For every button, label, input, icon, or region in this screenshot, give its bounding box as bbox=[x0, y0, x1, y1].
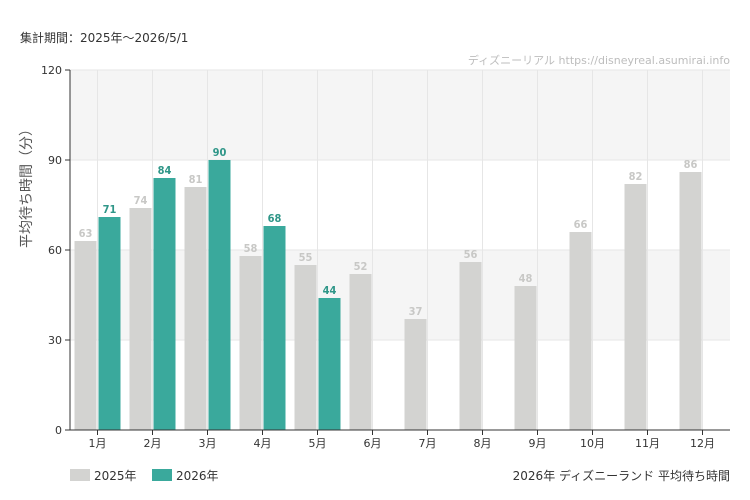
bar-2025年-11月 bbox=[624, 184, 647, 430]
x-tick-label: 6月 bbox=[364, 437, 382, 450]
data-label: 44 bbox=[323, 284, 337, 297]
bar-2026年-2月 bbox=[153, 178, 176, 430]
bar-2026年-4月 bbox=[263, 226, 286, 430]
bar-2025年-1月 bbox=[74, 241, 97, 430]
gridlines bbox=[70, 69, 730, 430]
bar-2025年-5月 bbox=[294, 265, 317, 430]
legend-label-2026: 2026年 bbox=[176, 469, 219, 483]
data-label: 84 bbox=[158, 164, 172, 177]
background-band bbox=[70, 70, 730, 160]
x-tick-label: 4月 bbox=[254, 437, 272, 450]
x-tick-label: 12月 bbox=[690, 437, 715, 450]
bar-2025年-8月 bbox=[459, 262, 482, 430]
x-tick-labels: 1月 2月 3月 4月 5月 6月 7月 8月 9月 10月 11月 12月 bbox=[89, 437, 716, 450]
bar-2026年-3月 bbox=[208, 160, 231, 430]
legend: 2025年 2026年 bbox=[70, 469, 219, 483]
data-label: 63 bbox=[79, 227, 93, 240]
data-label: 66 bbox=[574, 218, 588, 231]
x-tick-label: 3月 bbox=[199, 437, 217, 450]
y-tick-labels: 0 30 60 90 120 bbox=[41, 64, 62, 437]
bar-2025年-4月 bbox=[239, 256, 262, 430]
bar-2026年-1月 bbox=[98, 217, 121, 430]
data-label: 55 bbox=[299, 251, 313, 264]
y-tick-label: 0 bbox=[55, 424, 62, 437]
bar-2025年-12月 bbox=[679, 172, 702, 430]
data-labels: 63 74 81 58 55 52 37 56 48 66 82 86 71 84 90 68 44 bbox=[79, 146, 698, 318]
y-tick-label: 60 bbox=[48, 244, 62, 257]
axes bbox=[65, 69, 730, 435]
data-label: 71 bbox=[103, 203, 117, 216]
data-label: 68 bbox=[268, 212, 282, 225]
legend-swatch-2025 bbox=[70, 469, 90, 481]
data-label: 52 bbox=[354, 260, 368, 273]
data-label: 56 bbox=[464, 248, 478, 261]
bar-2025年-6月 bbox=[349, 274, 372, 430]
background-band bbox=[70, 250, 730, 340]
bar-2025年-7月 bbox=[404, 319, 427, 430]
bars bbox=[74, 160, 702, 430]
bar-2025年-3月 bbox=[184, 187, 207, 430]
data-label: 58 bbox=[244, 242, 258, 255]
data-label: 37 bbox=[409, 305, 423, 318]
bar-2025年-9月 bbox=[514, 286, 537, 430]
y-axis-label: 平均待ち時間（分） bbox=[19, 122, 35, 248]
x-tick-label: 7月 bbox=[419, 437, 437, 450]
data-label: 82 bbox=[629, 170, 643, 183]
x-tick-label: 9月 bbox=[529, 437, 547, 450]
legend-swatch-2026 bbox=[152, 469, 172, 481]
bar-2025年-2月 bbox=[129, 208, 152, 430]
x-tick-label: 1月 bbox=[89, 437, 107, 450]
y-tick-label: 30 bbox=[48, 334, 62, 347]
data-label: 86 bbox=[684, 158, 698, 171]
data-label: 74 bbox=[134, 194, 148, 207]
x-tick-label: 5月 bbox=[309, 437, 327, 450]
x-tick-label: 8月 bbox=[474, 437, 492, 450]
x-tick-label: 10月 bbox=[580, 437, 605, 450]
background-bands bbox=[70, 70, 730, 340]
chart-caption: 2026年 ディズニーランド 平均待ち時間 bbox=[513, 468, 730, 483]
watermark-text: ディズニーリアル https://disneyreal.asumirai.inf… bbox=[468, 53, 730, 67]
data-label: 48 bbox=[519, 272, 533, 285]
y-tick-label: 120 bbox=[41, 64, 62, 77]
bar-2026年-5月 bbox=[318, 298, 341, 430]
data-label: 81 bbox=[189, 173, 203, 186]
legend-label-2025: 2025年 bbox=[94, 469, 137, 483]
period-text: 集計期間：2025年～2026/5/1 bbox=[20, 30, 188, 45]
bar-2025年-10月 bbox=[569, 232, 592, 430]
x-tick-label: 2月 bbox=[144, 437, 162, 450]
x-tick-label: 11月 bbox=[635, 437, 660, 450]
y-tick-label: 90 bbox=[48, 154, 62, 167]
data-label: 90 bbox=[213, 146, 227, 159]
